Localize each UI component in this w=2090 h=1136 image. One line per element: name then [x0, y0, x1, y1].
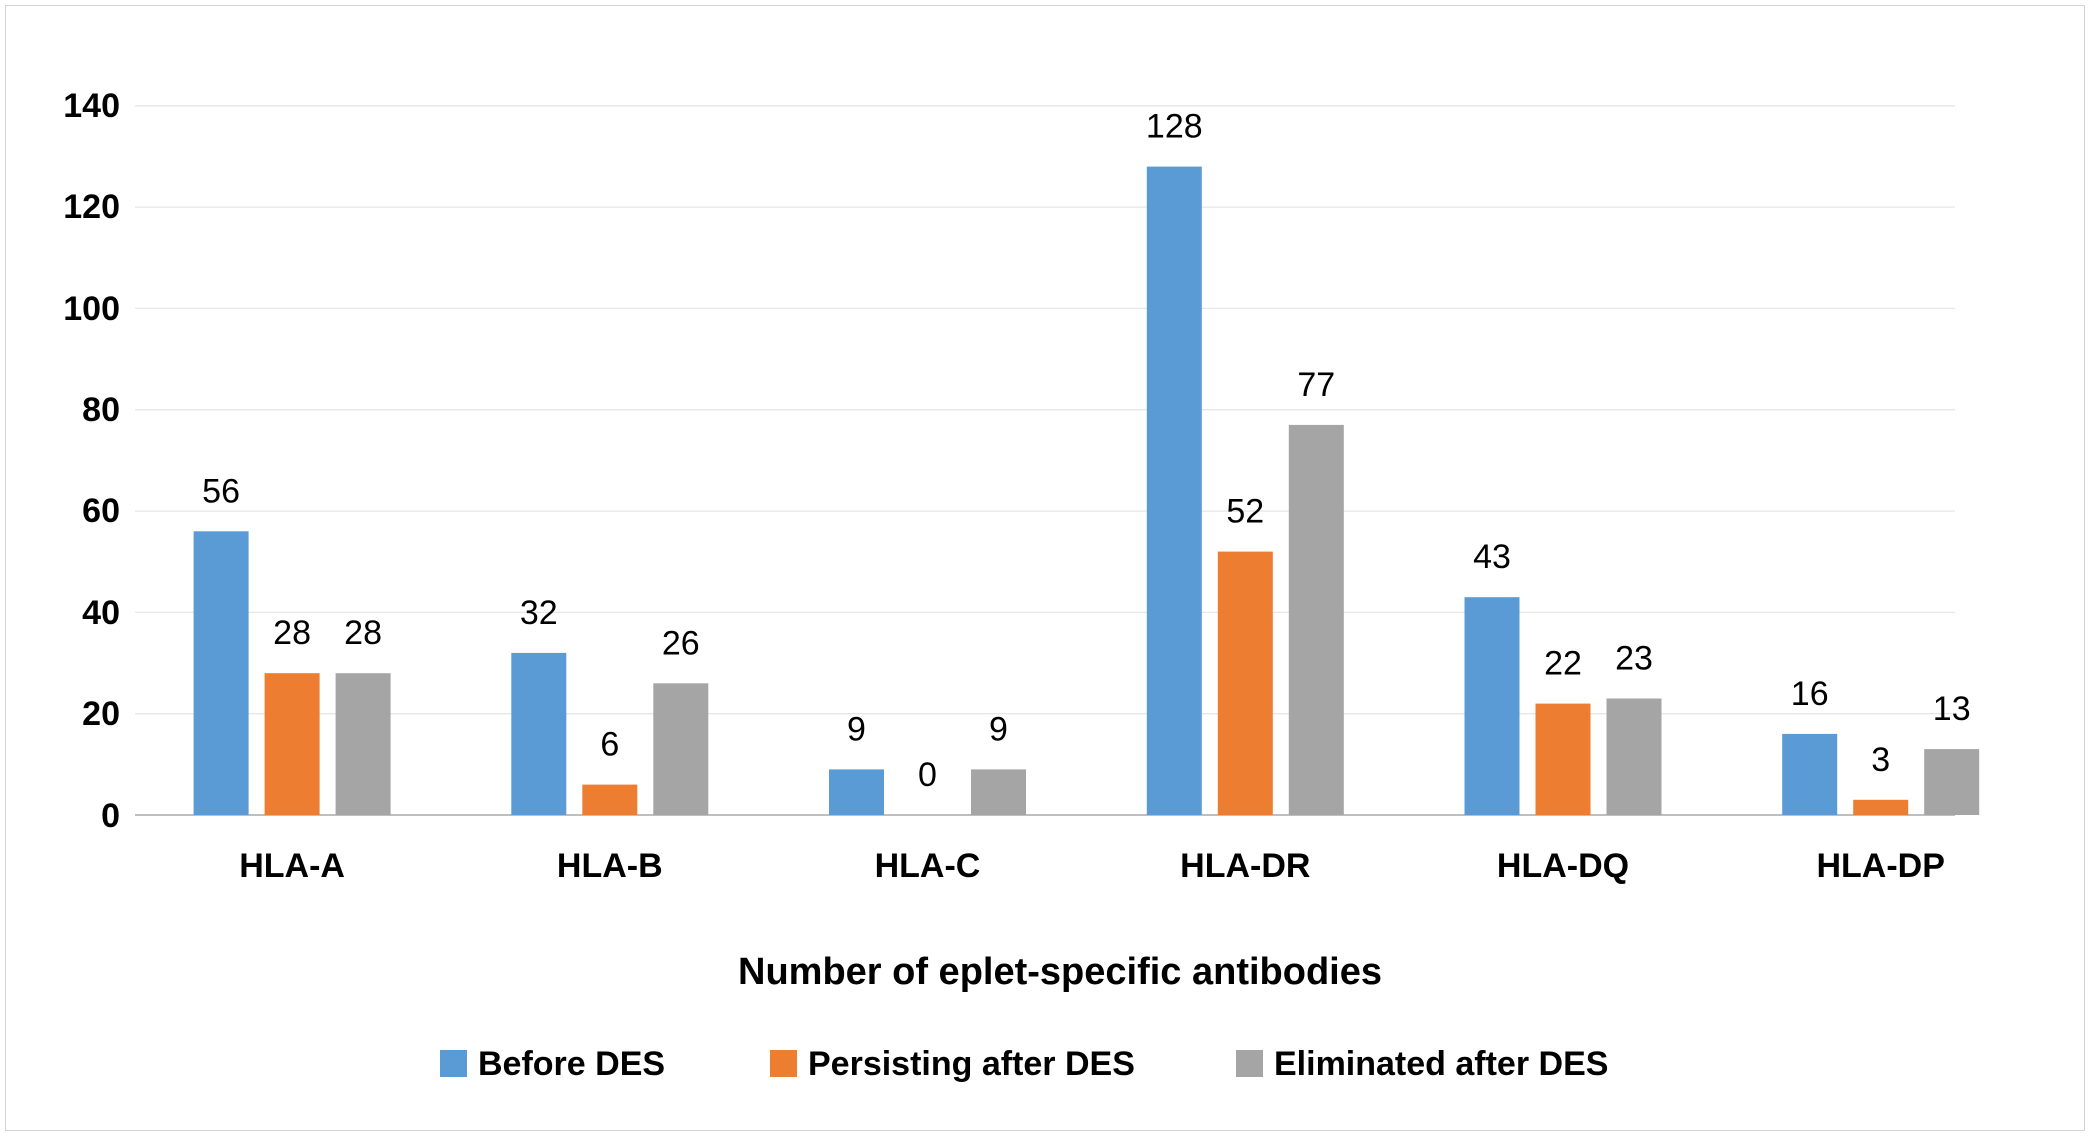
svg-text:32: 32 [520, 594, 558, 632]
svg-text:100: 100 [63, 290, 120, 328]
svg-text:128: 128 [1146, 108, 1203, 146]
svg-text:56: 56 [202, 472, 240, 510]
svg-text:6: 6 [600, 726, 619, 764]
svg-text:13: 13 [1933, 690, 1971, 728]
svg-text:43: 43 [1473, 538, 1511, 576]
svg-text:0: 0 [101, 797, 120, 835]
svg-text:77: 77 [1297, 366, 1335, 404]
svg-text:9: 9 [847, 710, 866, 748]
svg-text:26: 26 [662, 624, 700, 662]
svg-text:HLA-B: HLA-B [557, 847, 663, 885]
svg-text:23: 23 [1615, 640, 1653, 678]
svg-text:22: 22 [1544, 645, 1582, 683]
svg-text:0: 0 [918, 756, 937, 794]
svg-text:16: 16 [1791, 675, 1829, 713]
svg-text:HLA-C: HLA-C [875, 847, 981, 885]
svg-text:HLA-DR: HLA-DR [1180, 847, 1310, 885]
svg-text:28: 28 [273, 614, 311, 652]
svg-text:52: 52 [1226, 493, 1264, 531]
svg-text:40: 40 [82, 594, 120, 632]
svg-text:140: 140 [63, 87, 120, 125]
svg-text:9: 9 [989, 710, 1008, 748]
svg-text:120: 120 [63, 188, 120, 226]
svg-text:80: 80 [82, 391, 120, 429]
svg-text:Persisting after DES: Persisting after DES [808, 1045, 1135, 1083]
svg-text:Before DES: Before DES [478, 1045, 665, 1083]
svg-text:28: 28 [344, 614, 382, 652]
svg-text:Eliminated after DES: Eliminated after DES [1274, 1045, 1608, 1083]
svg-text:20: 20 [82, 695, 120, 733]
svg-text:60: 60 [82, 492, 120, 530]
svg-text:Number of eplet-specific antib: Number of eplet-specific antibodies [738, 951, 1382, 993]
svg-text:HLA-A: HLA-A [239, 847, 345, 885]
svg-text:HLA-DQ: HLA-DQ [1497, 847, 1629, 885]
svg-text:HLA-DP: HLA-DP [1816, 847, 1944, 885]
svg-text:3: 3 [1871, 741, 1890, 779]
